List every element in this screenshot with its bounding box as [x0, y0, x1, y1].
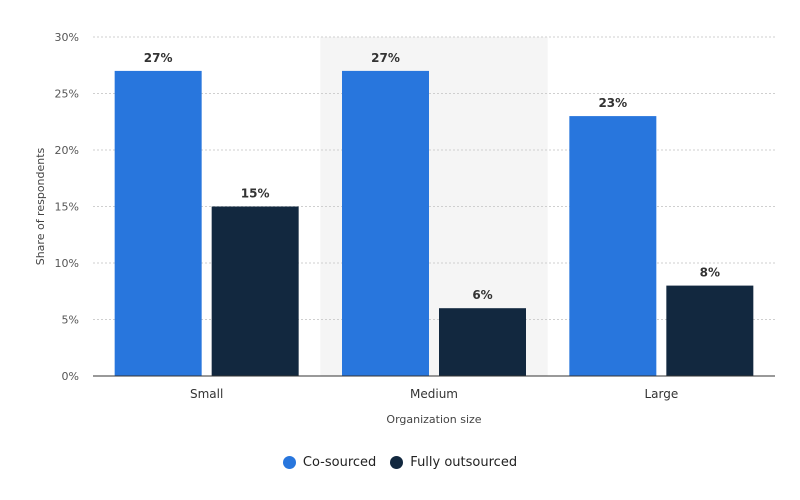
y-tick-label: 10% — [55, 257, 79, 270]
y-tick-label: 5% — [62, 314, 79, 327]
legend-item-co-sourced[interactable]: Co-sourced — [282, 455, 377, 470]
legend-label-co-sourced: Co-sourced — [302, 455, 377, 470]
bar-chart: 0% 5% 10% 15% 20% 25% 30% 27% 15% 27% 6% 23% 8% Sma… — [34, 31, 775, 426]
y-tick-label: 0% — [62, 370, 79, 383]
data-label: 27% — [371, 51, 400, 65]
legend-swatch-co-sourced — [282, 456, 296, 469]
y-axis-title: Share of respondents — [34, 147, 47, 265]
y-tick-label: 30% — [55, 31, 79, 44]
data-labels: 27% 15% 27% 6% 23% 8% — [144, 51, 720, 302]
bar-medium-co-sourced[interactable] — [342, 70, 429, 377]
data-label: 27% — [144, 51, 173, 65]
data-label: 6% — [472, 288, 492, 302]
y-tick-label: 15% — [55, 201, 79, 214]
x-category-label: Medium — [410, 387, 458, 401]
data-label: 15% — [241, 187, 270, 201]
bar-small-co-sourced[interactable] — [114, 70, 202, 377]
bars — [114, 70, 754, 377]
bar-large-fully-outsourced[interactable] — [666, 285, 754, 376]
legend-item-fully-outsourced[interactable]: Fully outsourced — [390, 455, 517, 470]
y-tick-label: 20% — [55, 144, 79, 157]
data-label: 8% — [700, 266, 720, 280]
legend-swatch-fully-outsourced — [390, 456, 404, 469]
x-axis-categories: Small Medium Large — [190, 387, 678, 401]
legend-label-fully-outsourced: Fully outsourced — [410, 455, 518, 470]
legend: Co-sourced Fully outsourced — [0, 455, 800, 470]
grid-layer — [93, 36, 775, 320]
data-label: 23% — [598, 96, 627, 110]
bar-large-co-sourced[interactable] — [569, 116, 657, 376]
bar-medium-fully-outsourced[interactable] — [439, 308, 526, 376]
x-category-label: Small — [190, 387, 223, 401]
x-axis-title: Organization size — [386, 413, 481, 426]
y-tick-label: 25% — [55, 88, 79, 101]
y-axis-ticks: 0% 5% 10% 15% 20% 25% 30% — [55, 31, 79, 383]
x-category-label: Large — [644, 387, 678, 401]
bar-small-fully-outsourced[interactable] — [211, 206, 299, 377]
